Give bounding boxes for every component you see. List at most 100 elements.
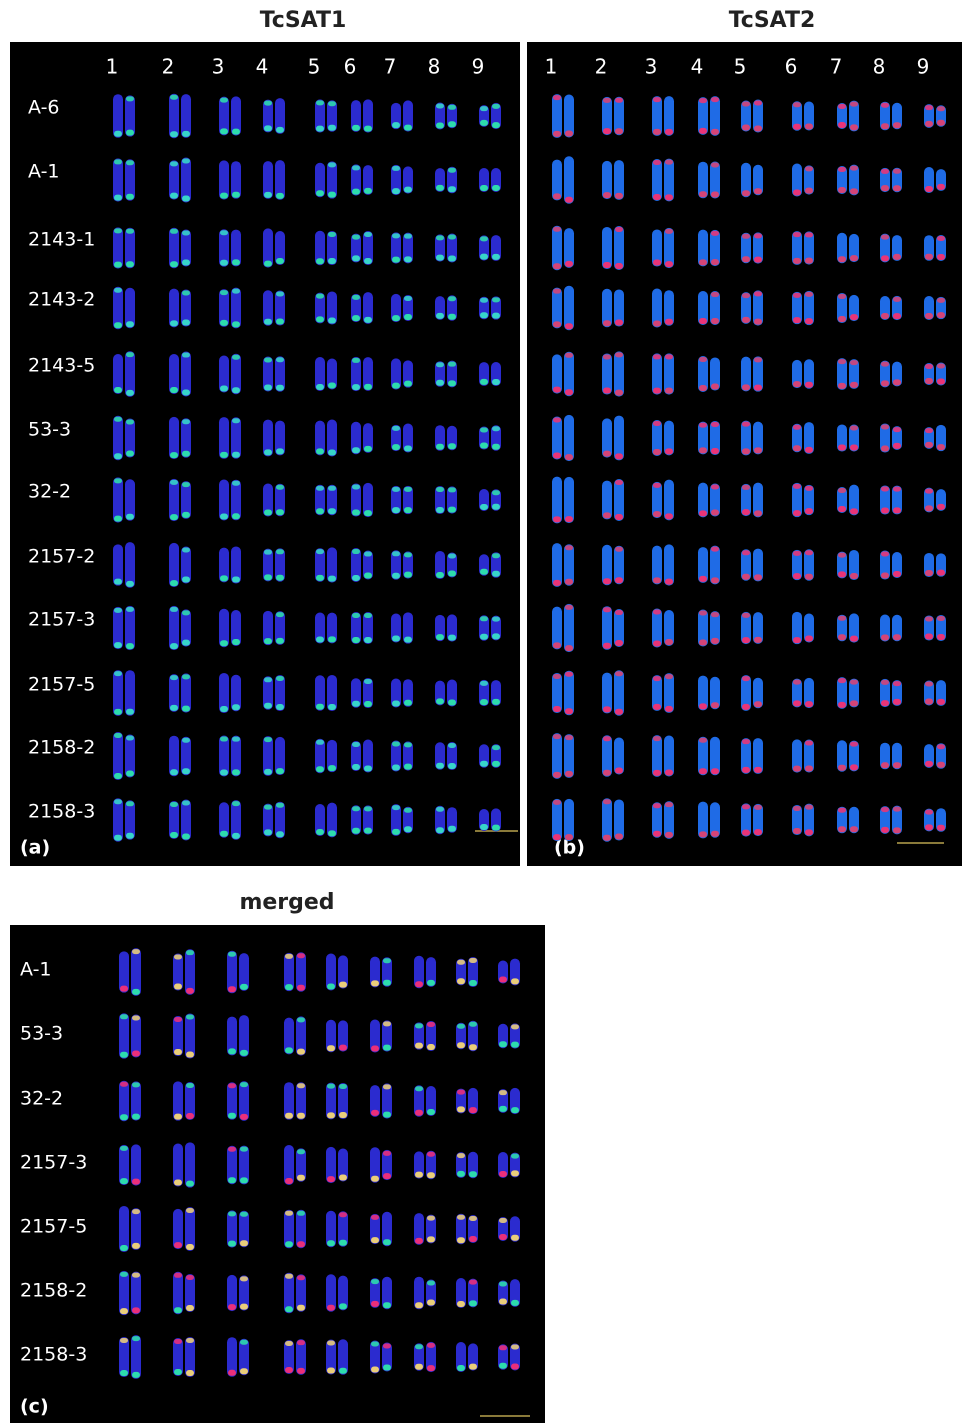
signal [881, 508, 889, 514]
signal [383, 1302, 391, 1308]
signal [316, 448, 324, 454]
signal [182, 320, 190, 326]
signal [937, 184, 945, 190]
signal [805, 508, 813, 514]
signal [364, 572, 372, 578]
signal [392, 487, 400, 492]
signal [415, 1302, 423, 1308]
signal [665, 579, 673, 585]
signal [711, 509, 719, 515]
signal [742, 704, 750, 710]
signal [170, 95, 178, 100]
signal [937, 364, 945, 369]
signal [427, 1044, 435, 1050]
signal [925, 761, 933, 767]
signal [937, 444, 945, 450]
signal [328, 318, 336, 324]
signal [232, 833, 240, 839]
signal [174, 1339, 182, 1344]
signal [838, 808, 846, 813]
signal [339, 1240, 347, 1246]
signal [469, 1300, 477, 1306]
signal [653, 320, 661, 326]
signal [132, 1372, 140, 1378]
signal [339, 1084, 347, 1089]
signal [711, 384, 719, 390]
signal [925, 824, 933, 830]
signal [276, 385, 284, 391]
signal [699, 191, 707, 197]
signal [850, 102, 858, 107]
signal [603, 736, 611, 741]
signal [699, 639, 707, 645]
signal [492, 617, 500, 622]
signal [492, 313, 500, 319]
signal [699, 738, 707, 743]
signal [297, 1368, 305, 1374]
signal [264, 737, 272, 742]
signal [352, 484, 360, 489]
signal [881, 700, 889, 706]
signal [565, 516, 573, 522]
signal [264, 769, 272, 775]
signal [448, 487, 456, 492]
signal [392, 426, 400, 431]
signal [276, 704, 284, 710]
signal [264, 385, 272, 391]
column-number: 4 [256, 55, 269, 79]
signal [114, 773, 122, 779]
signal [499, 1299, 507, 1305]
signal [793, 828, 801, 834]
signal [838, 826, 846, 832]
signal [457, 1171, 465, 1177]
signal [793, 190, 801, 196]
signal [364, 765, 372, 771]
signal [297, 1340, 305, 1345]
signal [711, 577, 719, 583]
signal [850, 573, 858, 579]
signal [838, 187, 846, 193]
signal [711, 638, 719, 644]
signal [925, 505, 933, 511]
signal [415, 1110, 423, 1116]
signal [665, 229, 673, 234]
signal [838, 445, 846, 451]
signal [805, 166, 813, 171]
signal [285, 984, 293, 990]
signal [838, 553, 846, 558]
signal [850, 508, 858, 514]
signal [754, 319, 762, 325]
column-number: 1 [106, 55, 119, 79]
signal [339, 1303, 347, 1309]
signal [653, 449, 661, 455]
signal [615, 610, 623, 615]
signal [174, 1114, 182, 1120]
signal [565, 735, 573, 740]
signal [665, 770, 673, 776]
signal [392, 444, 400, 450]
signal [480, 761, 488, 767]
signal [565, 672, 573, 677]
signal [404, 507, 412, 513]
signal [565, 605, 573, 610]
signal [881, 680, 889, 685]
signal [615, 263, 623, 269]
signal [170, 452, 178, 458]
signal [220, 260, 228, 266]
signal [352, 165, 360, 170]
signal [665, 448, 673, 454]
signal [228, 1370, 236, 1376]
signal [881, 169, 889, 174]
signal [893, 169, 901, 174]
column-number: 6 [785, 55, 798, 79]
signal [665, 832, 673, 838]
signal [469, 1044, 477, 1050]
signal [232, 355, 240, 360]
signal [850, 255, 858, 261]
signal [126, 419, 134, 424]
signal [937, 504, 945, 510]
signal [805, 292, 813, 297]
signal [427, 1172, 435, 1178]
signal [174, 1307, 182, 1313]
signal [565, 353, 573, 358]
